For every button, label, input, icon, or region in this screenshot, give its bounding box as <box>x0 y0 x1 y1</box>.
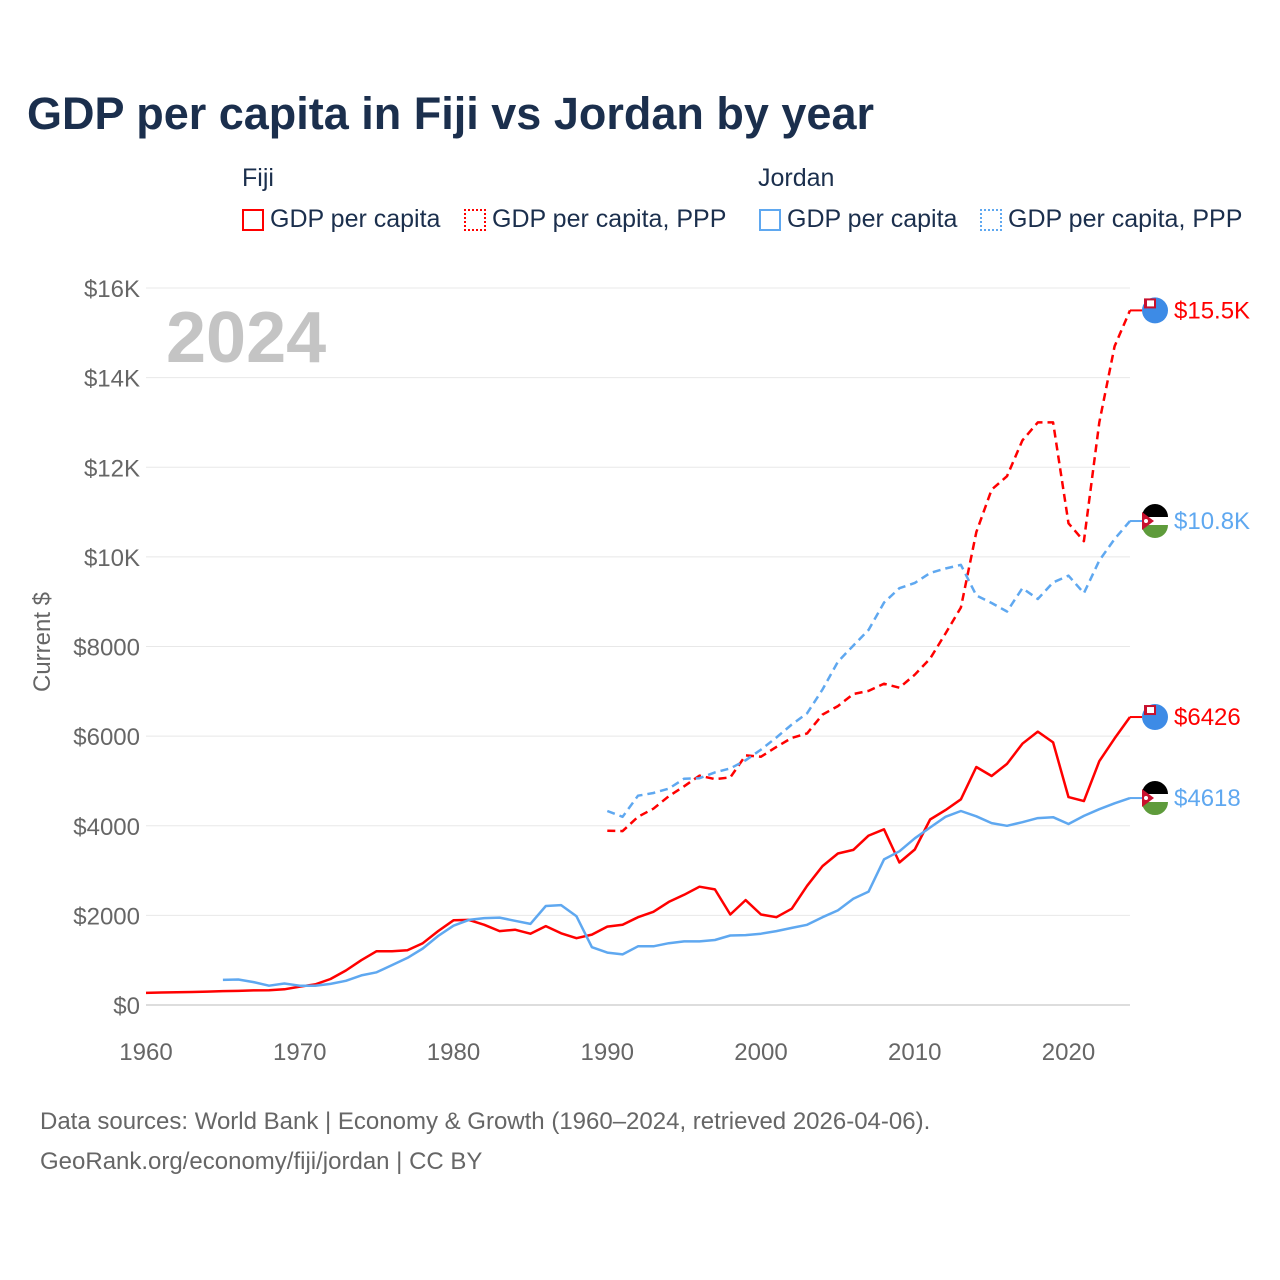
x-tick-label: 2020 <box>1042 1039 1095 1066</box>
x-tick-label: 1980 <box>427 1039 480 1066</box>
end-value-label: $10.8K <box>1174 508 1250 535</box>
flag-black-band <box>1142 781 1168 795</box>
legend-label: GDP per capita <box>787 205 958 233</box>
y-tick-label: $16K <box>84 276 140 303</box>
x-tick-label: 1960 <box>119 1039 172 1066</box>
flag-black-band <box>1142 504 1168 518</box>
legend-jordan-ppp[interactable]: GDP per capita, PPP <box>980 205 1242 234</box>
chart-title: GDP per capita in Fiji vs Jordan by year <box>27 88 874 139</box>
x-tick-label: 1970 <box>273 1039 326 1066</box>
legend-swatch-solid-red <box>242 208 264 231</box>
series-line-jordan-gdp-per-capita-ppp <box>606 520 1131 819</box>
legend-swatch-dotted-red <box>464 208 486 231</box>
flag-canton-inner <box>1147 707 1154 714</box>
y-tick-label: $8000 <box>73 635 140 662</box>
y-tick-label: $6000 <box>73 724 140 751</box>
flag-star <box>1144 796 1148 801</box>
series-line-fiji-gdp-per-capita-ppp <box>607 309 1132 833</box>
legend-group-jordan: Jordan <box>758 164 835 192</box>
legend-label: GDP per capita <box>270 205 441 233</box>
jordan-flag-icon <box>1142 504 1168 539</box>
y-tick-label: $10K <box>84 545 140 572</box>
legend-jordan-gdp[interactable]: GDP per capita <box>759 205 957 234</box>
legend-label: GDP per capita, PPP <box>492 205 727 233</box>
jordan-flag-icon <box>1142 781 1168 816</box>
y-tick-label: $4000 <box>73 814 140 841</box>
year-watermark: 2024 <box>166 298 326 378</box>
y-tick-label: $14K <box>84 366 140 393</box>
legend-label: GDP per capita, PPP <box>1008 205 1243 233</box>
x-tick-label: 2010 <box>888 1039 941 1066</box>
flag-canton-inner <box>1147 300 1154 307</box>
y-tick-label: $0 <box>113 993 140 1020</box>
fiji-flag-icon <box>1142 704 1168 731</box>
fiji-flag-icon <box>1142 297 1168 324</box>
end-value-label: $6426 <box>1174 704 1241 731</box>
end-value-label: $15.5K <box>1174 297 1250 324</box>
y-tick-label: $2000 <box>73 903 140 930</box>
flag-green-band <box>1142 525 1168 539</box>
legend-fiji-gdp[interactable]: GDP per capita <box>242 205 440 234</box>
legend-fiji-ppp[interactable]: GDP per capita, PPP <box>464 205 726 234</box>
flag-green-band <box>1142 802 1168 816</box>
x-tick-label: 1990 <box>581 1039 634 1066</box>
y-axis-label: Current $ <box>29 592 56 692</box>
source-line-1: Data sources: World Bank | Economy & Gro… <box>40 1108 931 1135</box>
legend-swatch-solid-blue <box>759 208 781 231</box>
series-line-fiji-gdp-per-capita <box>145 716 1132 995</box>
legend-group-fiji: Fiji <box>242 164 274 192</box>
source-line-2[interactable]: GeoRank.org/economy/fiji/jordan | CC BY <box>40 1148 483 1175</box>
legend-swatch-dotted-blue <box>980 208 1002 231</box>
series-line-jordan-gdp-per-capita <box>222 796 1131 987</box>
flag-star <box>1144 519 1148 524</box>
x-tick-label: 2000 <box>734 1039 787 1066</box>
end-value-label: $4618 <box>1174 785 1241 812</box>
y-tick-label: $12K <box>84 455 140 482</box>
